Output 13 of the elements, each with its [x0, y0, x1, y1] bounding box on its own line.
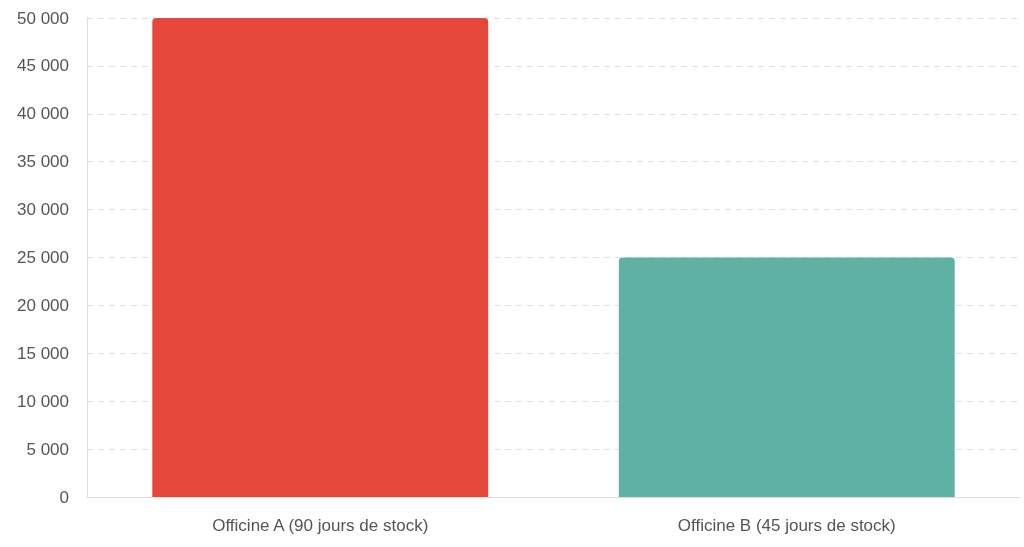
y-tick-label: 30 000	[17, 200, 69, 220]
x-tick-label: Officine A (90 jours de stock)	[212, 516, 429, 535]
y-tick-label: 20 000	[17, 295, 69, 315]
y-tick-label: 25 000	[17, 248, 69, 267]
y-tick-label: 35 000	[17, 152, 69, 172]
y-tick-label: 45 000	[17, 56, 69, 76]
y-tick-label: 40 000	[17, 104, 69, 124]
y-tick-label: 10 000	[17, 391, 69, 411]
y-tick-label: 50 000	[17, 8, 69, 28]
y-tick-label: 0	[59, 487, 69, 507]
y-tick-label: 5 000	[26, 439, 69, 459]
y-tick-label: 15 000	[17, 343, 69, 363]
x-tick-label: Officine B (45 jours de stock)	[677, 516, 896, 535]
